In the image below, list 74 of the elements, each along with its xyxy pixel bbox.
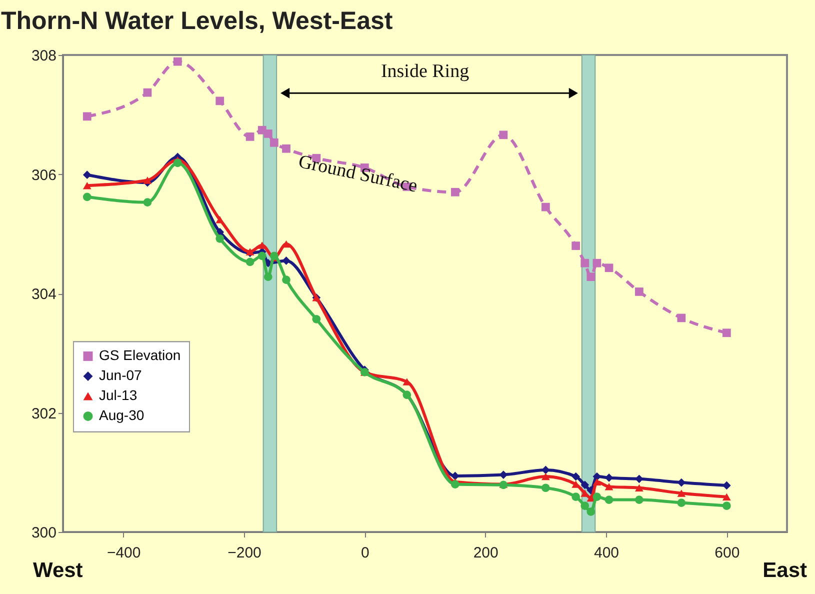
point (541, 472, 550, 480)
point (282, 276, 290, 284)
point (604, 496, 614, 504)
legend-label: Aug-30 (99, 407, 144, 424)
x-tick-label: −200 (228, 544, 262, 562)
x-tick-label: 0 (360, 544, 370, 562)
point (722, 493, 731, 500)
point (572, 242, 580, 250)
annotation: Ground Surface (296, 151, 420, 197)
point (604, 483, 614, 490)
point (586, 508, 596, 516)
point (450, 480, 460, 488)
point (143, 198, 152, 206)
legend-label: Jul-13 (99, 387, 138, 404)
text: East (762, 559, 808, 582)
point (677, 498, 686, 507)
point (82, 182, 92, 190)
point (580, 480, 590, 490)
point (580, 502, 590, 510)
y-tick-label: 302 (31, 405, 56, 422)
y-tick-label: 308 (31, 48, 56, 64)
point (264, 272, 272, 281)
point (592, 478, 602, 486)
point (572, 492, 580, 501)
point (722, 328, 731, 338)
x-tick-label: −400 (106, 544, 141, 562)
point (143, 88, 152, 97)
x-tick-label: 600 (714, 544, 740, 562)
point (592, 258, 602, 268)
point (604, 264, 614, 272)
point (635, 484, 644, 492)
x-tick-label: 200 (473, 544, 498, 562)
y-tick-label: 300 (31, 524, 56, 542)
point (572, 472, 580, 481)
point (499, 130, 508, 140)
point (722, 502, 731, 510)
point (216, 216, 224, 224)
point (592, 492, 602, 501)
point (216, 96, 224, 106)
point (580, 258, 590, 268)
chart-title: Thorn-N Water Levels, West-East (0, 7, 394, 35)
point (677, 490, 686, 497)
point (541, 484, 550, 492)
point (635, 288, 644, 296)
y-tick-label: 306 (31, 166, 56, 184)
point (246, 132, 254, 141)
annotation: Inside Ring (380, 61, 470, 82)
point (312, 314, 321, 324)
point (82, 112, 92, 121)
point (246, 258, 254, 266)
point (173, 158, 182, 168)
y-tick-label: 304 (31, 286, 56, 303)
legend-label: Jun-07 (99, 367, 142, 384)
point (270, 252, 278, 260)
text: West (33, 559, 83, 582)
point (282, 256, 290, 265)
point (450, 188, 460, 196)
point (82, 192, 92, 202)
legend-label: GS Elevation (99, 347, 181, 364)
point (270, 138, 278, 147)
point (635, 474, 644, 484)
point (586, 272, 596, 281)
point (264, 130, 272, 138)
point (677, 314, 686, 322)
point (258, 252, 266, 260)
point (450, 472, 460, 480)
x-tick-label: 400 (594, 544, 620, 562)
point (82, 170, 92, 180)
point (282, 144, 290, 153)
point (173, 57, 182, 66)
point (143, 176, 152, 184)
point (541, 202, 550, 212)
point (216, 234, 224, 243)
point (635, 496, 644, 504)
